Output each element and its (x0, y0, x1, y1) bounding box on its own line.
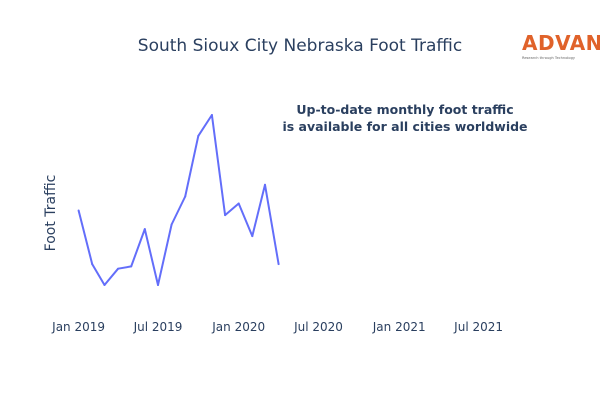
x-tick-label: Jan 2019 (51, 320, 105, 334)
advan-logo: ADVAN Research through Technology (522, 31, 600, 60)
logo-wordmark: ADVAN (522, 31, 600, 55)
x-tick-label: Jan 2020 (211, 320, 265, 334)
data-point (237, 202, 240, 205)
y-axis-title: Foot Traffic (43, 175, 59, 252)
data-point (143, 228, 146, 231)
data-point (210, 114, 213, 116)
data-point (91, 263, 94, 266)
data-point (251, 235, 254, 238)
series-layer (77, 114, 280, 286)
data-point (197, 134, 200, 137)
x-axis-ticks: Jan 2019 Jul 2019 Jan 2020 Jul 2020 Jan 2021… (51, 320, 503, 334)
series-line (77, 114, 280, 286)
data-point (130, 265, 133, 268)
annotation-line-2: is available for all cities worldwide (282, 119, 527, 134)
data-point (117, 267, 120, 270)
annotation-line-1: Up-to-date monthly foot traffic (296, 102, 513, 117)
data-point (170, 223, 173, 226)
x-tick-label: Jul 2020 (293, 320, 343, 334)
data-point (264, 183, 266, 186)
data-point (277, 263, 280, 266)
data-point (184, 195, 187, 198)
logo-tagline: Research through Technology (522, 56, 576, 60)
x-tick-label: Jan 2021 (372, 320, 426, 334)
data-point (77, 209, 80, 212)
data-point (103, 284, 106, 286)
data-point (157, 284, 159, 286)
x-tick-label: Jul 2019 (133, 320, 183, 334)
x-tick-label: Jul 2021 (453, 320, 503, 334)
chart-title: South Sioux City Nebraska Foot Traffic (138, 36, 462, 56)
data-point (224, 214, 227, 217)
